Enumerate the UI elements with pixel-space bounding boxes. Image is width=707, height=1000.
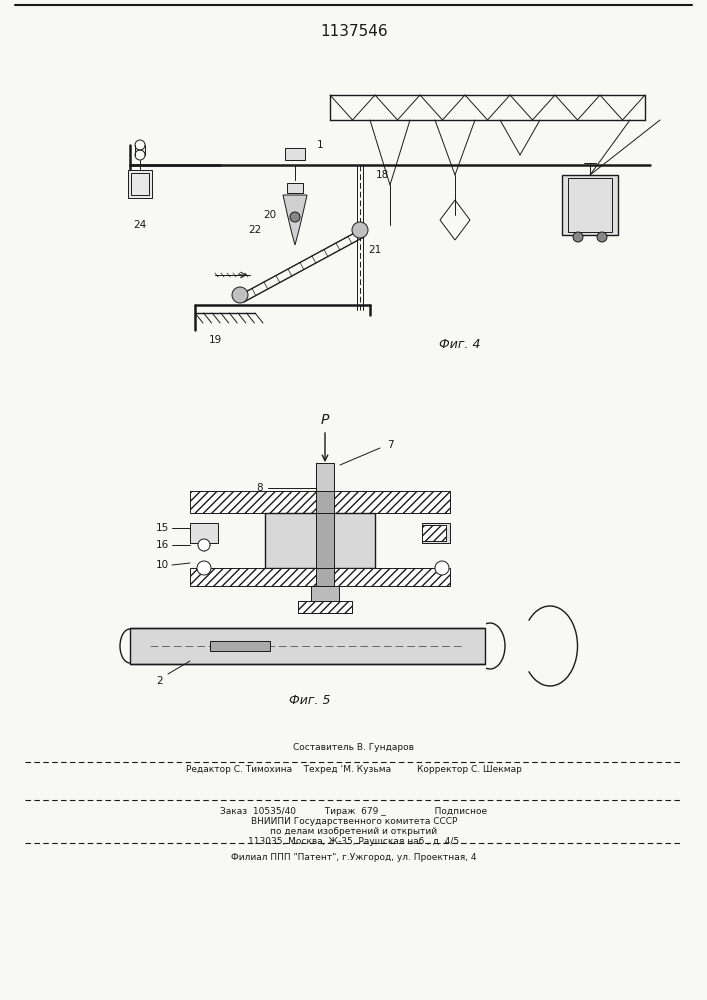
Bar xyxy=(298,601,352,613)
Text: 10: 10 xyxy=(156,560,168,570)
Text: Фиг. 4: Фиг. 4 xyxy=(439,338,481,352)
Text: Фиг. 5: Фиг. 5 xyxy=(289,694,331,708)
Bar xyxy=(422,525,446,541)
Text: Редактор С. Тимохина    Техред ‘М. Кузьма         Корректор С. Шекмар: Редактор С. Тимохина Техред ‘М. Кузьма К… xyxy=(186,766,522,774)
Text: 1137546: 1137546 xyxy=(320,24,388,39)
Text: 15: 15 xyxy=(156,523,169,533)
Text: 24: 24 xyxy=(134,220,146,230)
Circle shape xyxy=(352,222,368,238)
Bar xyxy=(190,491,450,513)
Text: 22: 22 xyxy=(248,225,262,235)
Text: Филиал ППП "Патент", г.Ужгород, ул. Проектная, 4: Филиал ППП "Патент", г.Ужгород, ул. Прое… xyxy=(231,854,477,862)
Bar xyxy=(311,586,339,601)
Text: 113035, Москва, Ж-35, Раушская наб., д. 4/5: 113035, Москва, Ж-35, Раушская наб., д. … xyxy=(248,838,460,846)
Bar xyxy=(190,568,450,586)
Bar xyxy=(210,641,270,651)
Text: Заказ  10535/40          Тираж  679 _                 Подписное: Заказ 10535/40 Тираж 679 _ Подписное xyxy=(221,808,488,816)
Bar xyxy=(316,568,334,586)
Bar xyxy=(298,601,352,613)
Text: 18: 18 xyxy=(375,170,389,180)
Bar xyxy=(287,183,303,193)
Circle shape xyxy=(435,561,449,575)
Text: 8: 8 xyxy=(257,483,263,493)
Bar xyxy=(562,175,618,235)
Bar xyxy=(130,628,485,664)
Circle shape xyxy=(573,232,583,242)
Bar xyxy=(316,463,334,493)
Text: ВНИИПИ Государственного комитета СССР: ВНИИПИ Государственного комитета СССР xyxy=(251,818,457,826)
Text: Составитель В. Гундаров: Составитель В. Гундаров xyxy=(293,744,414,752)
Bar xyxy=(568,178,612,232)
Bar xyxy=(131,173,149,195)
Circle shape xyxy=(597,232,607,242)
Text: 7: 7 xyxy=(387,440,393,450)
Text: 2: 2 xyxy=(157,676,163,686)
Bar xyxy=(265,513,375,568)
Text: 1: 1 xyxy=(317,140,323,150)
Bar xyxy=(422,523,450,543)
Circle shape xyxy=(232,287,248,303)
Bar xyxy=(285,148,305,160)
Text: по делам изобретений и открытий: по делам изобретений и открытий xyxy=(271,828,438,836)
Text: 19: 19 xyxy=(209,335,221,345)
Text: 20: 20 xyxy=(264,210,276,220)
Bar xyxy=(128,170,152,198)
Circle shape xyxy=(290,212,300,222)
Text: P: P xyxy=(321,413,329,427)
Bar xyxy=(190,523,218,543)
Bar xyxy=(316,513,334,568)
Polygon shape xyxy=(283,195,307,245)
Bar xyxy=(316,491,334,513)
Text: 21: 21 xyxy=(368,245,382,255)
Circle shape xyxy=(197,561,211,575)
Circle shape xyxy=(198,539,210,551)
Text: 16: 16 xyxy=(156,540,169,550)
